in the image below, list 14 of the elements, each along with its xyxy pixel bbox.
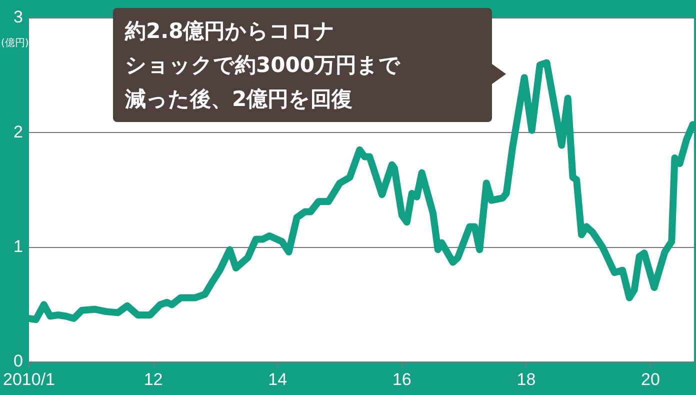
x-tick-label: 2010/1 [3,370,55,389]
y-tick-label: 1 [14,237,23,256]
annotation: ショックで約3000万円まで [125,52,400,79]
x-tick-label: 20 [641,370,660,389]
y-tick-label: 0 [14,352,23,371]
annotation: 減った後、2億円を回復 [125,86,354,113]
y-tick-label: 3 [14,8,23,27]
x-tick-label: 16 [392,370,412,389]
x-tick-label: 18 [516,370,536,389]
x-tick-label: 12 [144,370,163,389]
x-tick-label: 14 [268,370,288,389]
annotation: 約2.8億円からコロナ [125,18,336,45]
y-axis-title: (億円) [1,36,29,50]
y-tick-label: 2 [14,122,23,142]
